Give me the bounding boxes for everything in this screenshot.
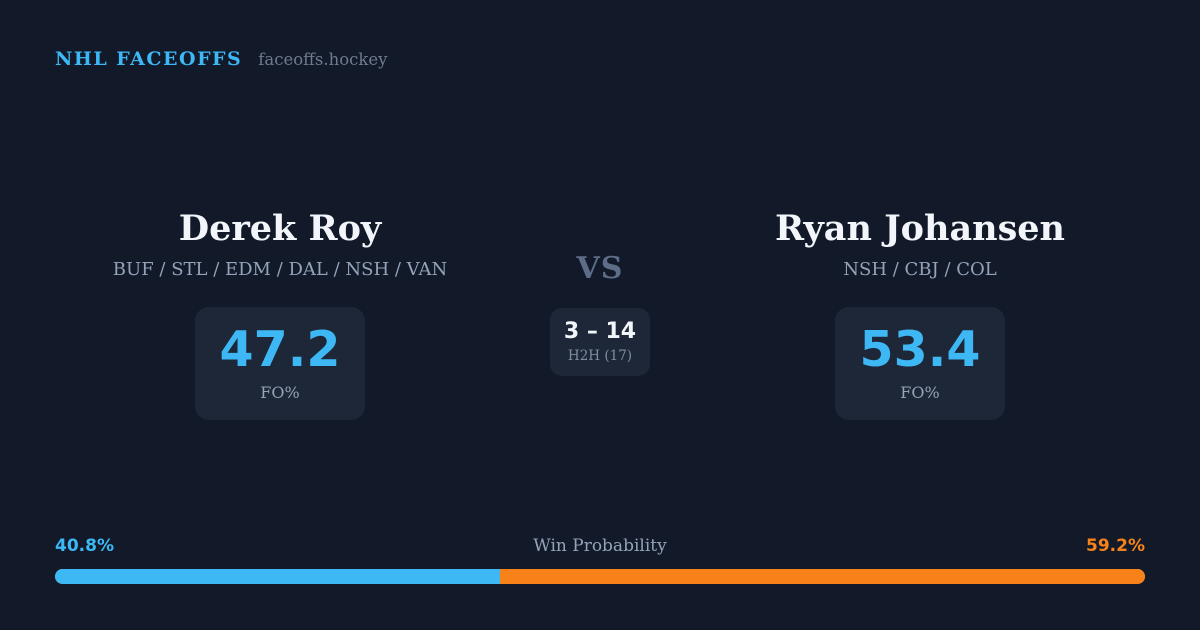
player-column-right: Ryan Johansen NSH / CBJ / COL 53.4 FO%: [680, 205, 1160, 420]
faceoff-pct-value: 53.4: [859, 321, 981, 378]
win-probability-bar: [55, 569, 1145, 584]
faceoff-pct-label: FO%: [900, 383, 940, 402]
win-bar-left-segment: [55, 569, 500, 584]
win-pct-right: 59.2%: [1086, 536, 1145, 556]
brand-title: NHL FACEOFFS: [55, 48, 243, 70]
player-name: Derek Roy: [178, 208, 382, 249]
head-to-head-card: 3 – 14 H2H (17): [550, 308, 650, 376]
win-probability-labels: 40.8% Win Probability 59.2%: [55, 536, 1145, 560]
faceoff-stat-card: 47.2 FO%: [195, 307, 365, 420]
player-column-left: Derek Roy BUF / STL / EDM / DAL / NSH / …: [40, 205, 520, 420]
head-to-head-label: H2H (17): [567, 347, 633, 364]
win-pct-left: 40.8%: [55, 536, 114, 556]
win-probability-section: 40.8% Win Probability 59.2%: [55, 536, 1145, 584]
matchup-section: Derek Roy BUF / STL / EDM / DAL / NSH / …: [40, 205, 1160, 420]
win-bar-right-segment: [499, 569, 1145, 584]
player-teams: NSH / CBJ / COL: [843, 259, 997, 280]
player-name: Ryan Johansen: [774, 208, 1065, 249]
head-to-head-record: 3 – 14: [563, 318, 637, 344]
player-teams: BUF / STL / EDM / DAL / NSH / VAN: [112, 259, 448, 280]
faceoff-pct-value: 47.2: [219, 321, 341, 378]
header: NHL FACEOFFS faceoffs.hockey: [55, 48, 387, 70]
vs-label: VS: [576, 251, 624, 286]
site-url: faceoffs.hockey: [258, 50, 388, 69]
win-probability-title: Win Probability: [533, 536, 667, 556]
faceoff-stat-card: 53.4 FO%: [835, 307, 1005, 420]
versus-column: VS 3 – 14 H2H (17): [520, 205, 680, 420]
faceoff-pct-label: FO%: [260, 383, 300, 402]
